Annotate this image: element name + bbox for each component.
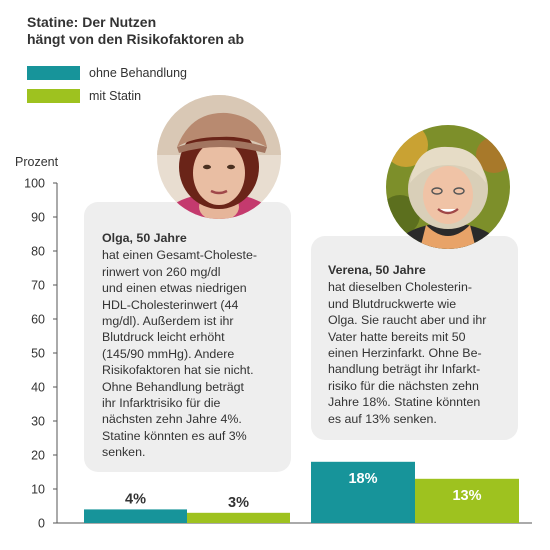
y-tick-label: 50: [31, 347, 45, 361]
chart-title-line-2: hängt von den Risikofaktoren ab: [27, 31, 245, 47]
legend-label: mit Statin: [89, 89, 142, 103]
y-tick-label: 60: [31, 313, 45, 327]
y-tick-label: 0: [38, 517, 45, 531]
legend-swatch-green: [27, 89, 80, 103]
description-line: (145/90 mmHg). Andere: [102, 346, 235, 361]
bar-value-label: 4%: [125, 491, 146, 507]
person-name: Verena, 50 Jahre: [328, 263, 426, 277]
description-line: Ohne Behandlung beträgt: [102, 379, 244, 394]
y-tick-label: 20: [31, 449, 45, 463]
legend-item-ohne-behandlung: ohne Behandlung: [27, 65, 187, 81]
y-tick-label: 90: [31, 211, 45, 225]
y-tick-label: 30: [31, 415, 45, 429]
bar-ohne-behandlung-1: [311, 461, 415, 523]
bar-mit-statin-1: [415, 478, 519, 523]
description-line: Blutdruck leicht erhöht: [102, 330, 225, 345]
description-line: risiko für die nächsten zehn: [328, 378, 479, 393]
description-line: Jahre 18%. Statine könnten: [328, 395, 481, 410]
portrait-woman-red-hair-beret-icon: [157, 95, 281, 219]
description-line: HDL-Cholesterinwert (44: [102, 297, 239, 312]
bar-value-label: 13%: [452, 488, 481, 504]
description-line: Olga. Sie raucht aber und ihr: [328, 313, 487, 328]
description-line: mg/dl). Außerdem ist ihr: [102, 314, 234, 329]
portrait-olga: [157, 95, 281, 219]
person-name: Olga, 50 Jahre: [102, 231, 187, 245]
description-line: rinwert von 260 mg/dl: [102, 264, 221, 279]
description-line: es auf 13% senken.: [328, 411, 437, 426]
bar-value-label: 3%: [228, 495, 249, 511]
y-tick-label: 70: [31, 279, 45, 293]
description-line: hat dieselben Cholesterin-: [328, 280, 472, 295]
legend-item-mit-statin: mit Statin: [27, 88, 141, 104]
description-line: nächsten zehn Jahre 4%.: [102, 412, 242, 427]
y-tick-label: 40: [31, 381, 45, 395]
chart-title: Statine: Der Nutzen hängt von den Risiko…: [27, 14, 244, 48]
bar-value-label: 18%: [348, 471, 377, 487]
chart-title-line-1: Statine: Der Nutzen: [27, 14, 157, 30]
portrait-woman-blonde-hair-scarf-icon: [386, 125, 510, 249]
description-line: Statine könnten es auf 3%: [102, 428, 247, 443]
description-line: handlung beträgt ihr Infarkt-: [328, 362, 481, 377]
bar-mit-statin-0: [187, 512, 290, 523]
description-line: einen Herzinfarkt. Ohne Be-: [328, 346, 482, 361]
description-line: senken.: [102, 445, 146, 460]
y-tick-label: 10: [31, 483, 45, 497]
portrait-verena: [386, 125, 510, 249]
bar-ohne-behandlung-0: [84, 509, 187, 523]
person-description: hat dieselben Cholesterin-und Blutdruckw…: [328, 279, 518, 427]
description-line: Risikofaktoren hat sie nicht.: [102, 363, 254, 378]
description-line: Vater hatte bereits mit 50: [328, 329, 466, 344]
description-line: und Blutdruckwerte wie: [328, 296, 457, 311]
person-description: hat einen Gesamt-Choleste-rinwert von 26…: [102, 247, 291, 460]
description-line: ihr Infarktrisiko für die: [102, 396, 221, 411]
y-axis-label: Prozent: [15, 155, 59, 169]
description-line: und einen etwas niedrigen: [102, 281, 247, 296]
person-card-olga: Olga, 50 Jahre hat einen Gesamt-Choleste…: [84, 202, 291, 472]
person-card-verena: Verena, 50 Jahre hat dieselben Cholester…: [311, 236, 518, 440]
legend-label: ohne Behandlung: [89, 66, 188, 80]
y-tick-label: 80: [31, 245, 45, 259]
legend-swatch-teal: [27, 66, 80, 80]
description-line: hat einen Gesamt-Choleste-: [102, 248, 257, 263]
y-tick-label: 100: [24, 177, 45, 191]
